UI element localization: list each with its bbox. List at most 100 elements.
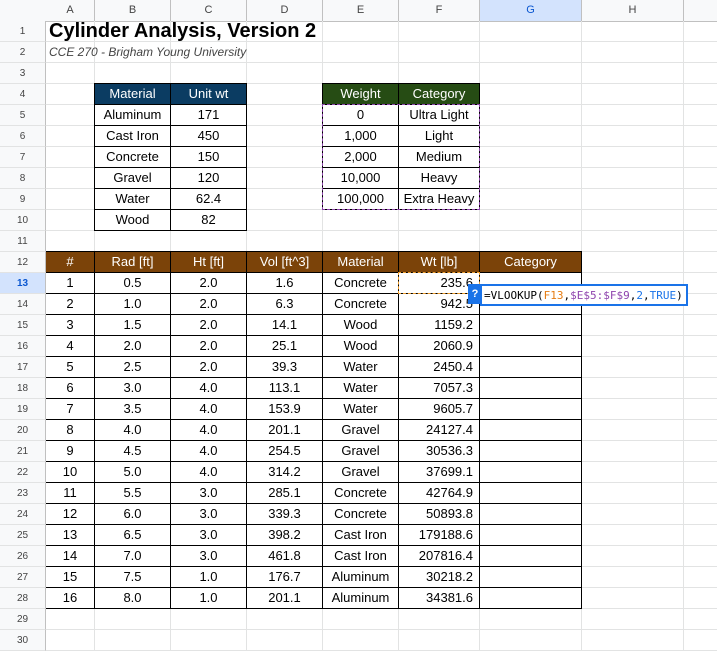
weight-cell[interactable]: 30536.3 — [426, 443, 473, 458]
row-header-14[interactable]: 14 — [0, 294, 46, 315]
radius-cell[interactable]: 5.5 — [123, 485, 142, 500]
row-header-9[interactable]: 9 — [0, 189, 46, 210]
page-title[interactable]: Cylinder Analysis, Version 2 — [49, 21, 317, 41]
column-header-h[interactable]: H — [582, 0, 684, 21]
main-table-header[interactable]: # — [46, 252, 94, 272]
radius-cell[interactable]: 1.0 — [123, 296, 142, 311]
weight-cell[interactable]: 235.6 — [440, 275, 473, 290]
row-header-12[interactable]: 12 — [0, 252, 46, 273]
height-cell[interactable]: 2.0 — [199, 338, 218, 353]
row-header-22[interactable]: 22 — [0, 462, 46, 483]
row-header-2[interactable]: 2 — [0, 42, 46, 63]
radius-cell[interactable]: 7.0 — [123, 548, 142, 563]
radius-cell[interactable]: 2.0 — [123, 338, 142, 353]
row-header-10[interactable]: 10 — [0, 210, 46, 231]
formula-editor[interactable]: =VLOOKUP(F13,$E$5:$F$9,2,TRUE) — [480, 284, 688, 306]
height-cell[interactable]: 3.0 — [199, 485, 218, 500]
radius-cell[interactable]: 0.5 — [123, 275, 142, 290]
row-number-cell[interactable]: 6 — [66, 380, 74, 395]
row-number-cell[interactable]: 16 — [62, 590, 78, 605]
row-header-30[interactable]: 30 — [0, 630, 46, 651]
page-subtitle[interactable]: CCE 270 - Brigham Young University — [49, 45, 247, 59]
row-header-19[interactable]: 19 — [0, 399, 46, 420]
weight-threshold-cell[interactable]: 100,000 — [337, 191, 384, 206]
category-cell[interactable] — [480, 357, 581, 377]
material-name-cell[interactable]: Water — [115, 191, 150, 206]
category-cell[interactable] — [480, 546, 581, 566]
radius-cell[interactable]: 5.0 — [123, 464, 142, 479]
column-header-g[interactable]: G — [480, 0, 582, 21]
material-name-cell[interactable]: Gravel — [113, 170, 152, 185]
weight-cell[interactable]: 179188.6 — [418, 527, 473, 542]
row-number-cell[interactable]: 8 — [66, 422, 74, 437]
category-table-header[interactable]: Category — [399, 84, 479, 104]
height-cell[interactable]: 3.0 — [199, 548, 218, 563]
row-header-6[interactable]: 6 — [0, 126, 46, 147]
row-number-cell[interactable]: 5 — [66, 359, 74, 374]
column-header-f[interactable]: F — [399, 0, 480, 21]
row-header-3[interactable]: 3 — [0, 63, 46, 84]
column-header-a[interactable]: A — [46, 0, 95, 21]
material-cell[interactable]: Gravel — [341, 422, 380, 437]
height-cell[interactable]: 4.0 — [199, 443, 218, 458]
radius-cell[interactable]: 2.5 — [123, 359, 142, 374]
row-header-29[interactable]: 29 — [0, 609, 46, 630]
unit-weight-cell[interactable]: 171 — [197, 107, 220, 122]
radius-cell[interactable]: 3.0 — [123, 380, 142, 395]
row-number-cell[interactable]: 7 — [66, 401, 74, 416]
volume-cell[interactable]: 176.7 — [268, 569, 301, 584]
material-cell[interactable]: Gravel — [341, 464, 380, 479]
material-name-cell[interactable]: Wood — [115, 212, 150, 227]
row-number-cell[interactable]: 4 — [66, 338, 74, 353]
row-header-25[interactable]: 25 — [0, 525, 46, 546]
row-number-cell[interactable]: 11 — [63, 485, 77, 500]
weight-cell[interactable]: 2450.4 — [433, 359, 473, 374]
row-header-27[interactable]: 27 — [0, 567, 46, 588]
height-cell[interactable]: 4.0 — [199, 380, 218, 395]
weight-cell[interactable]: 9605.7 — [433, 401, 473, 416]
row-number-cell[interactable]: 2 — [66, 296, 74, 311]
main-table-header[interactable]: Category — [480, 252, 581, 272]
weight-threshold-cell[interactable]: 10,000 — [340, 170, 381, 185]
weight-threshold-cell[interactable]: 1,000 — [344, 128, 377, 143]
main-table-header[interactable]: Rad [ft] — [95, 252, 170, 272]
material-name-cell[interactable]: Concrete — [106, 149, 159, 164]
category-cell[interactable] — [480, 399, 581, 419]
row-number-cell[interactable]: 15 — [62, 569, 78, 584]
row-header-17[interactable]: 17 — [0, 357, 46, 378]
material-cell[interactable]: Aluminum — [331, 590, 390, 605]
radius-cell[interactable]: 1.5 — [123, 317, 142, 332]
category-name-cell[interactable]: Ultra Light — [409, 107, 469, 122]
radius-cell[interactable]: 4.0 — [123, 422, 142, 437]
volume-cell[interactable]: 14.1 — [271, 317, 298, 332]
material-cell[interactable]: Wood — [343, 338, 378, 353]
category-cell[interactable] — [480, 525, 581, 545]
material-cell[interactable]: Water — [343, 359, 378, 374]
radius-cell[interactable]: 6.0 — [123, 506, 142, 521]
row-header-1[interactable]: 1 — [0, 21, 46, 42]
weight-threshold-cell[interactable]: 2,000 — [344, 149, 377, 164]
weight-cell[interactable]: 942.5 — [440, 296, 473, 311]
radius-cell[interactable]: 7.5 — [123, 569, 142, 584]
volume-cell[interactable]: 339.3 — [268, 506, 301, 521]
height-cell[interactable]: 2.0 — [199, 296, 218, 311]
row-header-24[interactable]: 24 — [0, 504, 46, 525]
material-name-cell[interactable]: Aluminum — [103, 107, 162, 122]
row-header-18[interactable]: 18 — [0, 378, 46, 399]
row-header-5[interactable]: 5 — [0, 105, 46, 126]
row-number-cell[interactable]: 3 — [66, 317, 74, 332]
material-cell[interactable]: Concrete — [334, 485, 387, 500]
formula-help-icon[interactable]: ? — [468, 284, 482, 304]
row-number-cell[interactable]: 9 — [66, 443, 74, 458]
row-header-26[interactable]: 26 — [0, 546, 46, 567]
height-cell[interactable]: 4.0 — [199, 422, 218, 437]
volume-cell[interactable]: 254.5 — [268, 443, 301, 458]
main-table-header[interactable]: Ht [ft] — [171, 252, 246, 272]
column-header-b[interactable]: B — [95, 0, 171, 21]
category-cell[interactable] — [480, 483, 581, 503]
unit-weight-cell[interactable]: 150 — [197, 149, 220, 164]
volume-cell[interactable]: 398.2 — [268, 527, 301, 542]
row-header-4[interactable]: 4 — [0, 84, 46, 105]
weight-cell[interactable]: 42764.9 — [426, 485, 473, 500]
category-cell[interactable] — [480, 336, 581, 356]
